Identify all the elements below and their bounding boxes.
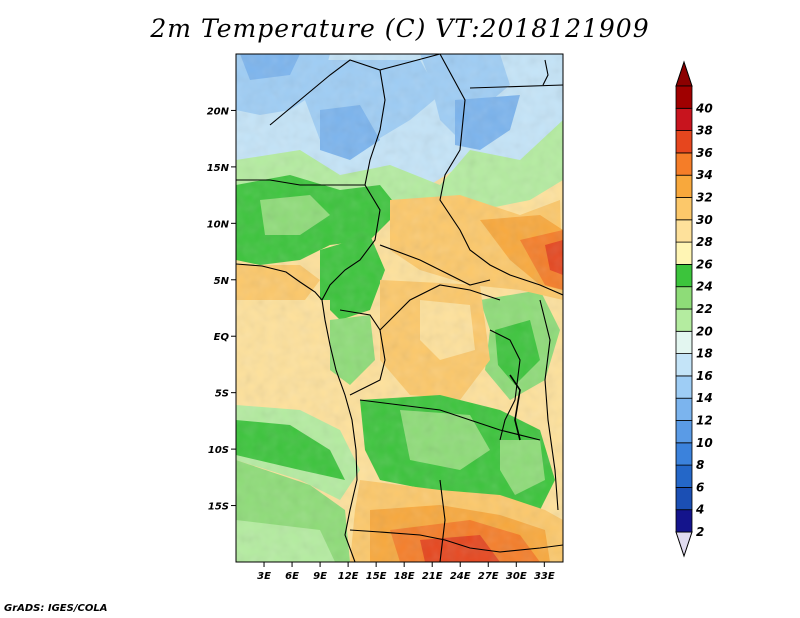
lon-tick-label: 18E [394, 571, 415, 582]
colorbar-swatch [675, 130, 693, 154]
colorbar-swatch [675, 486, 693, 511]
lat-tick-label: 10N [207, 219, 230, 230]
colorbar-swatch [675, 509, 693, 533]
lon-tick-label: 12E [338, 571, 359, 582]
lon-tick-label: 30E [506, 571, 527, 582]
colorbar-swatch [675, 464, 693, 488]
lon-tick-label: 33E [534, 571, 555, 582]
colorbar-swatch [675, 152, 693, 176]
colorbar-label: 28 [696, 235, 713, 249]
colorbar-label: 6 [696, 480, 704, 494]
plot-title: 2m Temperature (C) VT:2018121909 [150, 14, 650, 43]
colorbar-label: 4 [695, 503, 704, 517]
colorbar-swatch [675, 241, 693, 265]
colorbar-label: 14 [696, 391, 713, 405]
colorbar-swatch [675, 420, 693, 444]
lon-tick-label: 21E [422, 571, 443, 582]
colorbar-label: 30 [696, 213, 713, 227]
lat-tick-label: 5N [214, 276, 230, 287]
colorbar-swatch [675, 85, 693, 109]
lon-tick-label: 9E [313, 571, 327, 582]
lat-tick-label: 5S [215, 389, 229, 400]
colorbar-label: 22 [696, 302, 713, 316]
temperature-field [236, 54, 563, 562]
colorbar-label: 34 [696, 168, 713, 182]
colorbar-swatch [675, 107, 693, 132]
colorbar-swatch [675, 397, 693, 421]
colorbar-label: 2 [696, 525, 704, 539]
colorbar-swatch [675, 353, 693, 377]
colorbar-label: 24 [696, 280, 713, 294]
lon-tick-label: 6E [285, 571, 299, 582]
colorbar-swatch [675, 286, 693, 310]
grads-credit: GrADS: IGES/COLA [4, 603, 108, 614]
colorbar-high-cap [675, 60, 693, 87]
colorbar-label: 40 [695, 101, 713, 115]
colorbar-label: 38 [696, 124, 713, 138]
colorbar-swatch [675, 174, 693, 198]
colorbar-label: 20 [696, 324, 713, 338]
colorbar-label: 26 [696, 257, 713, 271]
lat-tick-label: 15S [208, 502, 229, 513]
colorbar-label: 16 [696, 369, 713, 383]
colorbar-label: 10 [696, 436, 713, 450]
lon-tick-label: 3E [257, 571, 271, 582]
colorbar-swatch [675, 197, 693, 221]
colorbar-label: 18 [696, 347, 713, 361]
colorbar-label: 12 [696, 414, 713, 428]
lat-tick-label: 10S [208, 445, 229, 456]
colorbar-swatch [675, 330, 693, 354]
lat-tick-label: 15N [207, 163, 230, 174]
colorbar-swatch [675, 442, 693, 466]
lon-tick-label: 24E [450, 571, 471, 582]
colorbar-label: 8 [696, 458, 704, 472]
colorbar-swatch [675, 308, 693, 332]
coastlines-and-borders [236, 54, 563, 562]
longitude-axis: 3E 6E 9E 12E 15E 18E 21E 24E 27E 30E 33E [257, 562, 555, 582]
map-frame [235, 53, 564, 563]
colorbar-low-cap [675, 531, 693, 558]
lon-tick-label: 27E [478, 571, 499, 582]
lat-tick-label: EQ [214, 332, 230, 343]
colorbar-label: 36 [696, 146, 713, 160]
colorbar-swatch [675, 263, 693, 288]
latitude-axis: 20N 15N 10N 5N EQ 5S 10S 15S [207, 106, 236, 513]
colorbar-swatch [675, 219, 693, 243]
lat-tick-label: 20N [207, 106, 230, 117]
colorbar-swatch [675, 375, 693, 399]
colorbar-label: 32 [696, 191, 713, 205]
lon-tick-label: 15E [366, 571, 387, 582]
